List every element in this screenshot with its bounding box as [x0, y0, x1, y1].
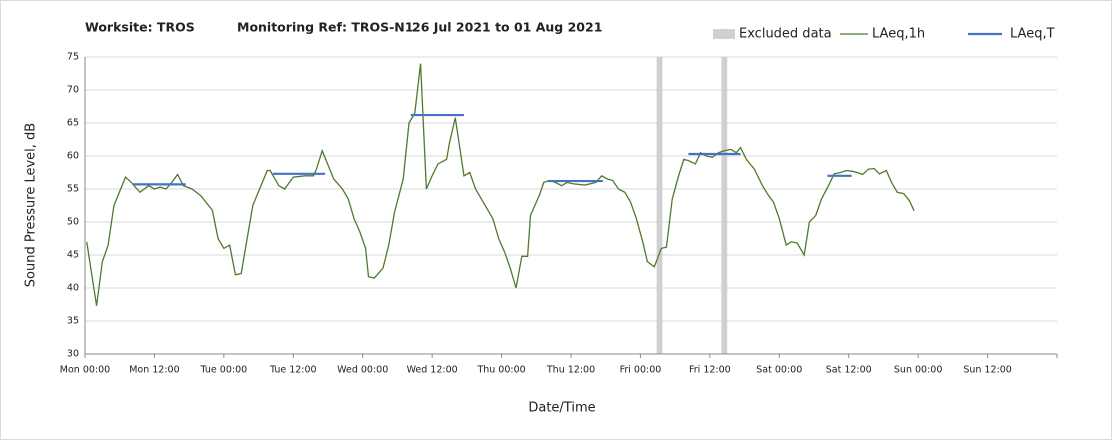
y-tick-label: 35	[67, 316, 79, 327]
legend-swatch	[713, 29, 735, 39]
series-line	[86, 63, 915, 306]
x-tick-label: Sat 00:00	[756, 365, 802, 376]
excluded-band	[721, 57, 728, 354]
y-tick-label: 60	[67, 151, 79, 162]
chart-title-ref: Monitoring Ref: TROS-N1	[237, 20, 413, 35]
chart-title-dates: 26 Jul 2021 to 01 Aug 2021	[412, 20, 602, 35]
x-tick-label: Wed 00:00	[337, 365, 388, 376]
y-tick-label: 55	[67, 184, 79, 195]
x-tick-label: Sat 12:00	[826, 365, 872, 376]
y-tick-label: 75	[67, 52, 79, 63]
x-tick-label: Fri 12:00	[689, 365, 731, 376]
x-tick-label: Mon 12:00	[129, 365, 179, 376]
y-tick-label: 65	[67, 118, 79, 129]
chart-title-site: Worksite: TROS	[85, 20, 195, 35]
excluded-layer	[656, 57, 728, 354]
x-tick-label: Tue 12:00	[269, 365, 317, 376]
data-layer	[86, 63, 915, 306]
x-tick-label: Thu 00:00	[476, 365, 525, 376]
legend-label: Excluded data	[739, 27, 832, 42]
y-tick-label: 50	[67, 217, 79, 228]
y-tick-label: 30	[67, 349, 79, 360]
x-tick-label: Thu 12:00	[546, 365, 595, 376]
y-axis-label: Sound Pressure Level, dB	[24, 123, 39, 287]
x-tick-label: Fri 00:00	[620, 365, 662, 376]
y-tick-label: 45	[67, 250, 79, 261]
x-tick-label: Sun 12:00	[963, 365, 1011, 376]
y-tick-label: 70	[67, 85, 79, 96]
excluded-band	[656, 57, 663, 354]
x-tick-label: Mon 00:00	[60, 365, 110, 376]
x-tick-label: Tue 00:00	[200, 365, 248, 376]
legend: Excluded data LAeq,1h LAeq,T	[713, 27, 1055, 42]
series-line	[133, 113, 852, 186]
legend-label: LAeq,1h	[872, 27, 925, 42]
x-tick-label: Wed 12:00	[407, 365, 458, 376]
y-tick-label: 40	[67, 283, 79, 294]
x-axis-label: Date/Time	[528, 401, 595, 416]
legend-label: LAeq,T	[1010, 27, 1055, 42]
x-tick-label: Sun 00:00	[894, 365, 942, 376]
axis-layer: 30 35 40 45 50 55 60 65 70 75 Mon 00:00 Mon 12:00 Tu…	[60, 52, 1058, 376]
